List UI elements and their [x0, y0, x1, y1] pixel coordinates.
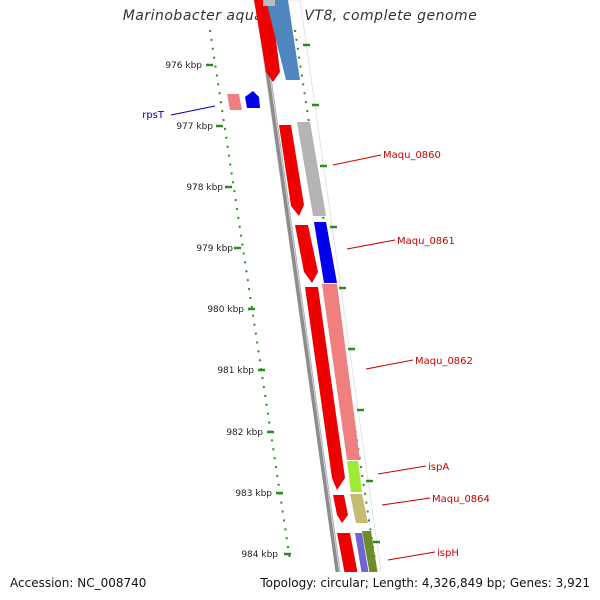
gene-label-ispA[interactable]: ispA: [428, 462, 449, 473]
gene-label-ispH[interactable]: ispH: [437, 548, 459, 559]
gene-label-Maqu_0862[interactable]: Maqu_0862: [415, 356, 473, 367]
gene-feature-Maqu_0864[interactable]: [350, 494, 368, 523]
tick-label: 976 kbp: [165, 61, 202, 71]
gene-feature[interactable]: [355, 533, 369, 575]
tick-label: 981 kbp: [217, 366, 254, 376]
genome-summary-text: Topology: circular; Length: 4,326,849 bp…: [260, 576, 590, 590]
leader-line: [332, 154, 382, 166]
gene-feature[interactable]: [295, 225, 318, 283]
tick-label: 982 kbp: [226, 428, 263, 438]
tick-label: 977 kbp: [176, 122, 213, 132]
gene-feature[interactable]: [305, 287, 345, 490]
gene-feature[interactable]: [279, 125, 304, 216]
gene-feature[interactable]: [322, 284, 360, 460]
leader-line: [381, 497, 431, 506]
gene-label-Maqu_0864[interactable]: Maqu_0864: [432, 494, 490, 505]
gene-feature[interactable]: [314, 222, 337, 283]
tick-label: 978 kbp: [186, 183, 223, 193]
leader-line: [377, 465, 427, 475]
tick-label: 980 kbp: [207, 305, 244, 315]
genome-backbone: [255, 0, 341, 572]
gene-feature[interactable]: [266, 0, 300, 80]
tick-marks-right: [303, 43, 380, 544]
cds-features: [227, 0, 378, 575]
tick-label: 979 kbp: [196, 244, 233, 254]
gene-label-Maqu_0860[interactable]: Maqu_0860: [383, 150, 441, 161]
gene-feature-rpsT-arrow[interactable]: [245, 91, 260, 108]
gene-feature[interactable]: [333, 495, 348, 523]
accession-text: Accession: NC_008740: [10, 576, 147, 590]
leader-line: [365, 359, 414, 370]
leader-line-rpsT: [170, 105, 216, 116]
gene-feature-rpsT[interactable]: [227, 94, 242, 110]
gene-feature[interactable]: [297, 122, 326, 216]
genome-backbone-highlight: [258, 0, 341, 572]
gene-feature-ispA[interactable]: [347, 461, 362, 492]
gene-label-rpsT[interactable]: rpsT: [142, 110, 165, 121]
gene-feature[interactable]: [337, 533, 358, 575]
tick-marks: [206, 63, 291, 556]
leader-line: [346, 239, 396, 250]
feature-band: [254, 0, 382, 572]
gene-feature[interactable]: [263, 0, 275, 6]
tick-label: 984 kbp: [241, 550, 278, 560]
gene-label-Maqu_0861[interactable]: Maqu_0861: [397, 236, 455, 247]
tick-label: 983 kbp: [235, 489, 272, 499]
leader-line: [387, 551, 436, 561]
gene-feature-ispH[interactable]: [362, 531, 378, 575]
